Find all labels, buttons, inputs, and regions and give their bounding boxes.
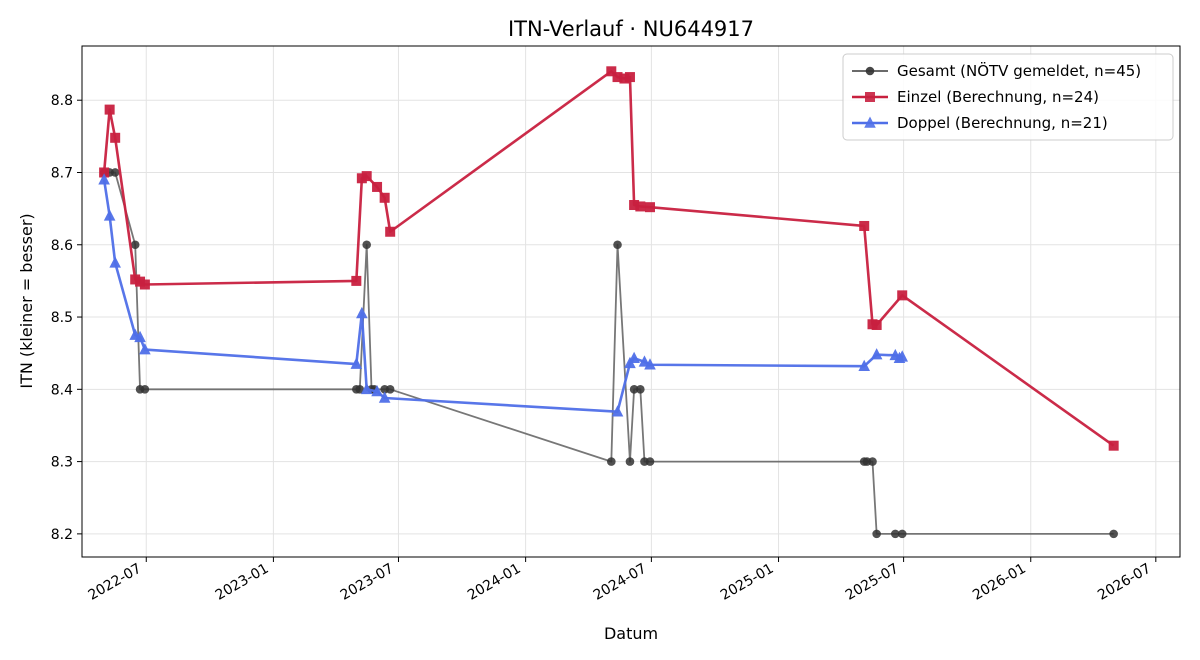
data-point-triangle [858,359,871,371]
data-point-square [645,202,656,213]
data-point-circle [872,529,881,539]
data-point-circle [636,385,645,394]
x-axis-ticks: 2022-07 2023-01 2023-07 2024-01 2024-07 2025-… [86,557,1157,604]
data-point-square [385,226,396,237]
data-point-triangle [134,330,146,343]
data-point-square [379,192,390,203]
data-point-triangle [893,351,906,364]
data-point-circle [1109,529,1118,539]
y-tick-label: 8.8 [51,93,73,109]
y-tick-label: 8.3 [51,455,73,471]
data-point-triangle [611,405,624,417]
data-point-square [859,220,870,231]
series-circle [99,168,1118,539]
data-point-square [865,92,875,102]
x-tick-label: 2026-07 [1095,561,1154,604]
x-tick-label: 2023-07 [338,561,397,604]
data-point-triangle [109,256,121,268]
series-layer [98,66,1119,539]
data-point-square [612,72,623,83]
y-tick-label: 8.5 [51,310,73,326]
data-point-square [606,66,617,77]
y-tick-label: 8.6 [51,238,73,254]
x-tick-label: 2022-07 [86,561,145,604]
data-point-square [110,132,121,143]
y-tick-label: 8.7 [51,165,73,181]
y-axis-label: ITN (kleiner = besser) [17,213,36,388]
data-point-circle [625,457,635,466]
data-point-square [104,104,115,115]
data-point-circle [897,529,907,539]
data-point-square [351,275,362,286]
data-point-square [99,167,110,178]
data-point-square [619,73,630,84]
legend-label: Gesamt (NÖTV gemeldet, n=45) [897,61,1141,80]
legend-label: Doppel (Berechnung, n=21) [897,114,1108,132]
data-point-square [624,72,635,83]
data-point-triangle [139,343,151,355]
series-line [102,179,904,414]
chart-title: ITN-Verlauf · NU644917 [508,17,754,41]
data-point-triangle [864,116,876,128]
data-point-square [361,171,372,182]
legend-entry: Doppel (Berechnung, n=21) [852,114,1108,132]
legend-label: Einzel (Berechnung, n=24) [897,88,1099,106]
series-square [99,66,1119,451]
x-tick-label: 2025-07 [843,561,902,604]
data-point-square [897,290,908,301]
legend-entry: Gesamt (NÖTV gemeldet, n=45) [852,61,1141,80]
legend-entry: Einzel (Berechnung, n=24) [852,88,1099,106]
data-point-square [635,201,646,212]
series-line [104,171,1114,535]
data-point-circle [645,457,655,466]
data-point-circle [629,385,639,394]
x-tick-label: 2024-01 [465,561,524,604]
plot-frame [81,45,1181,558]
data-point-square [139,279,150,290]
x-tick-label: 2023-01 [213,561,272,604]
y-tick-label: 8.2 [51,527,73,543]
data-point-circle [140,385,150,394]
x-tick-label: 2024-07 [591,561,650,604]
data-point-triangle [103,209,116,221]
data-point-circle [362,240,371,250]
data-point-circle [355,385,365,394]
data-point-triangle [870,348,883,360]
data-point-circle [130,240,140,250]
data-point-circle [385,385,395,394]
x-tick-label: 2025-01 [718,561,777,604]
legend: Gesamt (NÖTV gemeldet, n=45) Einzel (Bere… [842,53,1174,141]
data-point-triangle [360,382,373,395]
y-axis-ticks: 8.2 8.3 8.4 8.5 8.6 8.7 8.8 [51,93,82,543]
data-point-triangle [98,173,110,185]
data-point-circle [868,457,877,466]
data-point-square [372,181,383,192]
data-point-triangle [378,391,391,403]
data-point-square [871,319,882,330]
data-point-circle [613,240,622,250]
series-triangle [98,173,909,417]
data-point-circle [865,66,875,76]
data-point-triangle [350,357,363,369]
legend-box [842,53,1174,141]
data-point-square [629,200,640,211]
data-point-square [1108,440,1119,451]
x-axis-label: Datum [604,624,658,643]
data-point-circle [891,529,900,539]
data-point-circle [110,168,120,177]
data-point-triangle [628,351,640,364]
data-point-triangle [644,358,656,370]
x-tick-label: 2026-01 [970,561,1029,604]
data-point-triangle [356,306,368,319]
data-point-circle [607,457,616,466]
y-tick-label: 8.4 [51,382,73,398]
data-point-triangle [371,384,383,397]
